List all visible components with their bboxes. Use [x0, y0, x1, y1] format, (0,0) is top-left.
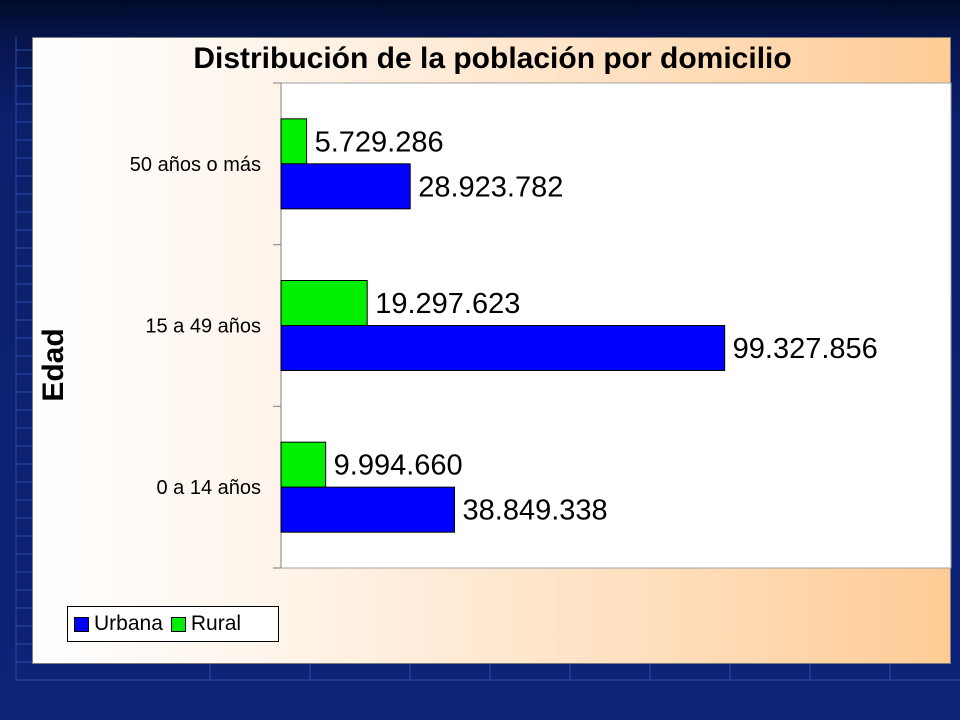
bar-urbana	[281, 326, 725, 371]
data-label-rural: 19.297.623	[375, 288, 520, 320]
data-label-rural: 9.994.660	[334, 450, 463, 482]
data-label-rural: 5.729.286	[315, 126, 444, 158]
bar-rural	[281, 442, 326, 487]
legend-item-urbana: Urbana	[74, 612, 163, 636]
category-label: 50 años o más	[130, 154, 261, 176]
legend-item-rural: Rural	[171, 612, 241, 636]
category-label: 15 a 49 años	[145, 316, 261, 338]
legend-label-urbana: Urbana	[94, 612, 163, 636]
bar-rural	[281, 119, 307, 164]
bar-urbana	[281, 164, 410, 209]
category-label: 0 a 14 años	[156, 477, 261, 499]
legend-swatch-urbana	[74, 617, 89, 632]
data-label-urbana: 28.923.782	[418, 171, 563, 203]
data-label-urbana: 38.849.338	[463, 495, 608, 527]
chart-area: Distribución de la población por domicil…	[32, 37, 951, 664]
legend-swatch-rural	[171, 617, 186, 632]
bar-urbana	[281, 487, 455, 532]
legend-label-rural: Rural	[191, 612, 241, 636]
bar-rural	[281, 281, 367, 326]
data-label-urbana: 99.327.856	[733, 333, 878, 365]
y-axis-title: Edad	[37, 328, 71, 401]
bar-chart: 50 años o más 5.729.286 28.923.782 15 a 49 …	[33, 38, 952, 665]
legend: Urbana Rural	[67, 606, 279, 642]
